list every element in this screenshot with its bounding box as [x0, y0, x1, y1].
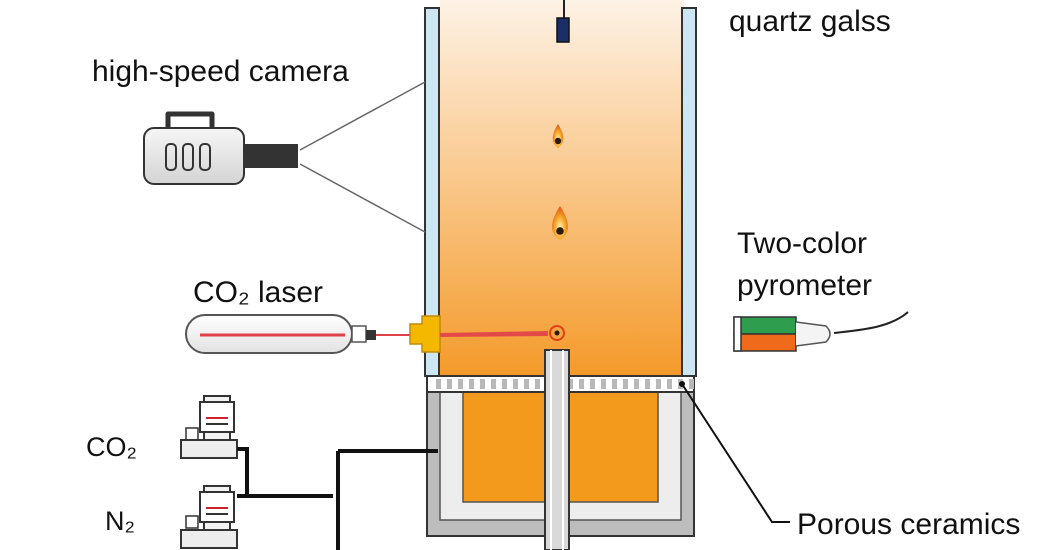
- burning-droplet: [552, 206, 568, 240]
- ceramic-pore: [634, 379, 639, 389]
- ceramic-pore: [656, 379, 661, 389]
- ceramic-pore: [513, 379, 518, 389]
- burning-droplet: [552, 124, 564, 148]
- ceramic-pore: [436, 379, 441, 389]
- quartz-glass-label: quartz galss: [729, 5, 891, 38]
- co2-gas-cylinder-icon: [180, 395, 238, 459]
- porous-ceramics-label: Porous ceramics: [797, 508, 1020, 541]
- camera-view-lines: [299, 81, 426, 233]
- co2-gas-label: CO₂: [86, 432, 137, 462]
- co2-laser-icon: [185, 314, 548, 354]
- ceramic-pore: [689, 379, 694, 389]
- ceramic-pore: [535, 379, 540, 389]
- ignited-droplet: [549, 325, 565, 341]
- ceramic-pore: [502, 379, 507, 389]
- ceramic-pore: [568, 379, 573, 389]
- ceramic-pore: [667, 379, 672, 389]
- two-color-pyrometer-icon: [733, 311, 909, 352]
- ceramic-pore: [480, 379, 485, 389]
- quartz-glass-wall: [424, 7, 697, 377]
- ceramic-pore: [579, 379, 584, 389]
- ceramic-pore: [590, 379, 595, 389]
- ceramic-pore: [623, 379, 628, 389]
- top-probe: [556, 0, 570, 43]
- pyrometer-label-line1: Two-color: [737, 227, 867, 260]
- pyrometer-label-line2: pyrometer: [737, 269, 872, 302]
- high-speed-camera-icon: [143, 111, 298, 185]
- ceramic-pore: [612, 379, 617, 389]
- co2-laser-label: CO₂ laser: [193, 276, 323, 309]
- ceramic-pore: [491, 379, 496, 389]
- ceramic-pore: [645, 379, 650, 389]
- n2-gas-label: N₂: [105, 506, 135, 536]
- ceramic-pore: [447, 379, 452, 389]
- high-speed-camera-label: high-speed camera: [92, 55, 349, 88]
- combustion-chamber: [440, 0, 684, 376]
- center-tube: [544, 349, 570, 550]
- ceramic-pore: [458, 379, 463, 389]
- ceramics-leader-line: [679, 381, 790, 523]
- ceramic-pore: [601, 379, 606, 389]
- n2-gas-cylinder-icon: [180, 485, 238, 549]
- gas-supply-piping: [237, 447, 438, 550]
- ceramic-pore: [524, 379, 529, 389]
- ceramic-pore: [469, 379, 474, 389]
